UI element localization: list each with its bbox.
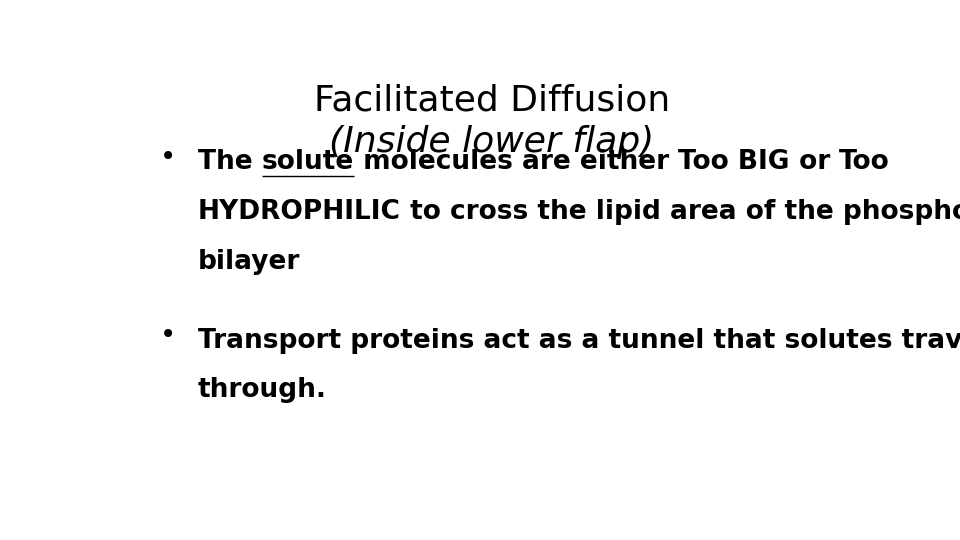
Text: (Inside lower flap): (Inside lower flap)	[329, 125, 655, 159]
Text: HYDROPHILIC: HYDROPHILIC	[198, 199, 401, 225]
Text: Too: Too	[839, 148, 890, 175]
Text: to cross the lipid area of the phospholipid: to cross the lipid area of the phospholi…	[401, 199, 960, 225]
Text: solute: solute	[262, 148, 354, 175]
Text: bilayer: bilayer	[198, 248, 300, 274]
Text: •: •	[160, 143, 177, 171]
Text: •: •	[160, 321, 177, 349]
Text: molecules are either: molecules are either	[354, 148, 679, 175]
Text: or: or	[790, 148, 839, 175]
Text: The: The	[198, 148, 262, 175]
Text: Transport proteins act as a tunnel that solutes travel: Transport proteins act as a tunnel that …	[198, 328, 960, 354]
Text: Facilitated Diffusion: Facilitated Diffusion	[314, 83, 670, 117]
Text: Too BIG: Too BIG	[679, 148, 790, 175]
Text: through.: through.	[198, 377, 327, 403]
